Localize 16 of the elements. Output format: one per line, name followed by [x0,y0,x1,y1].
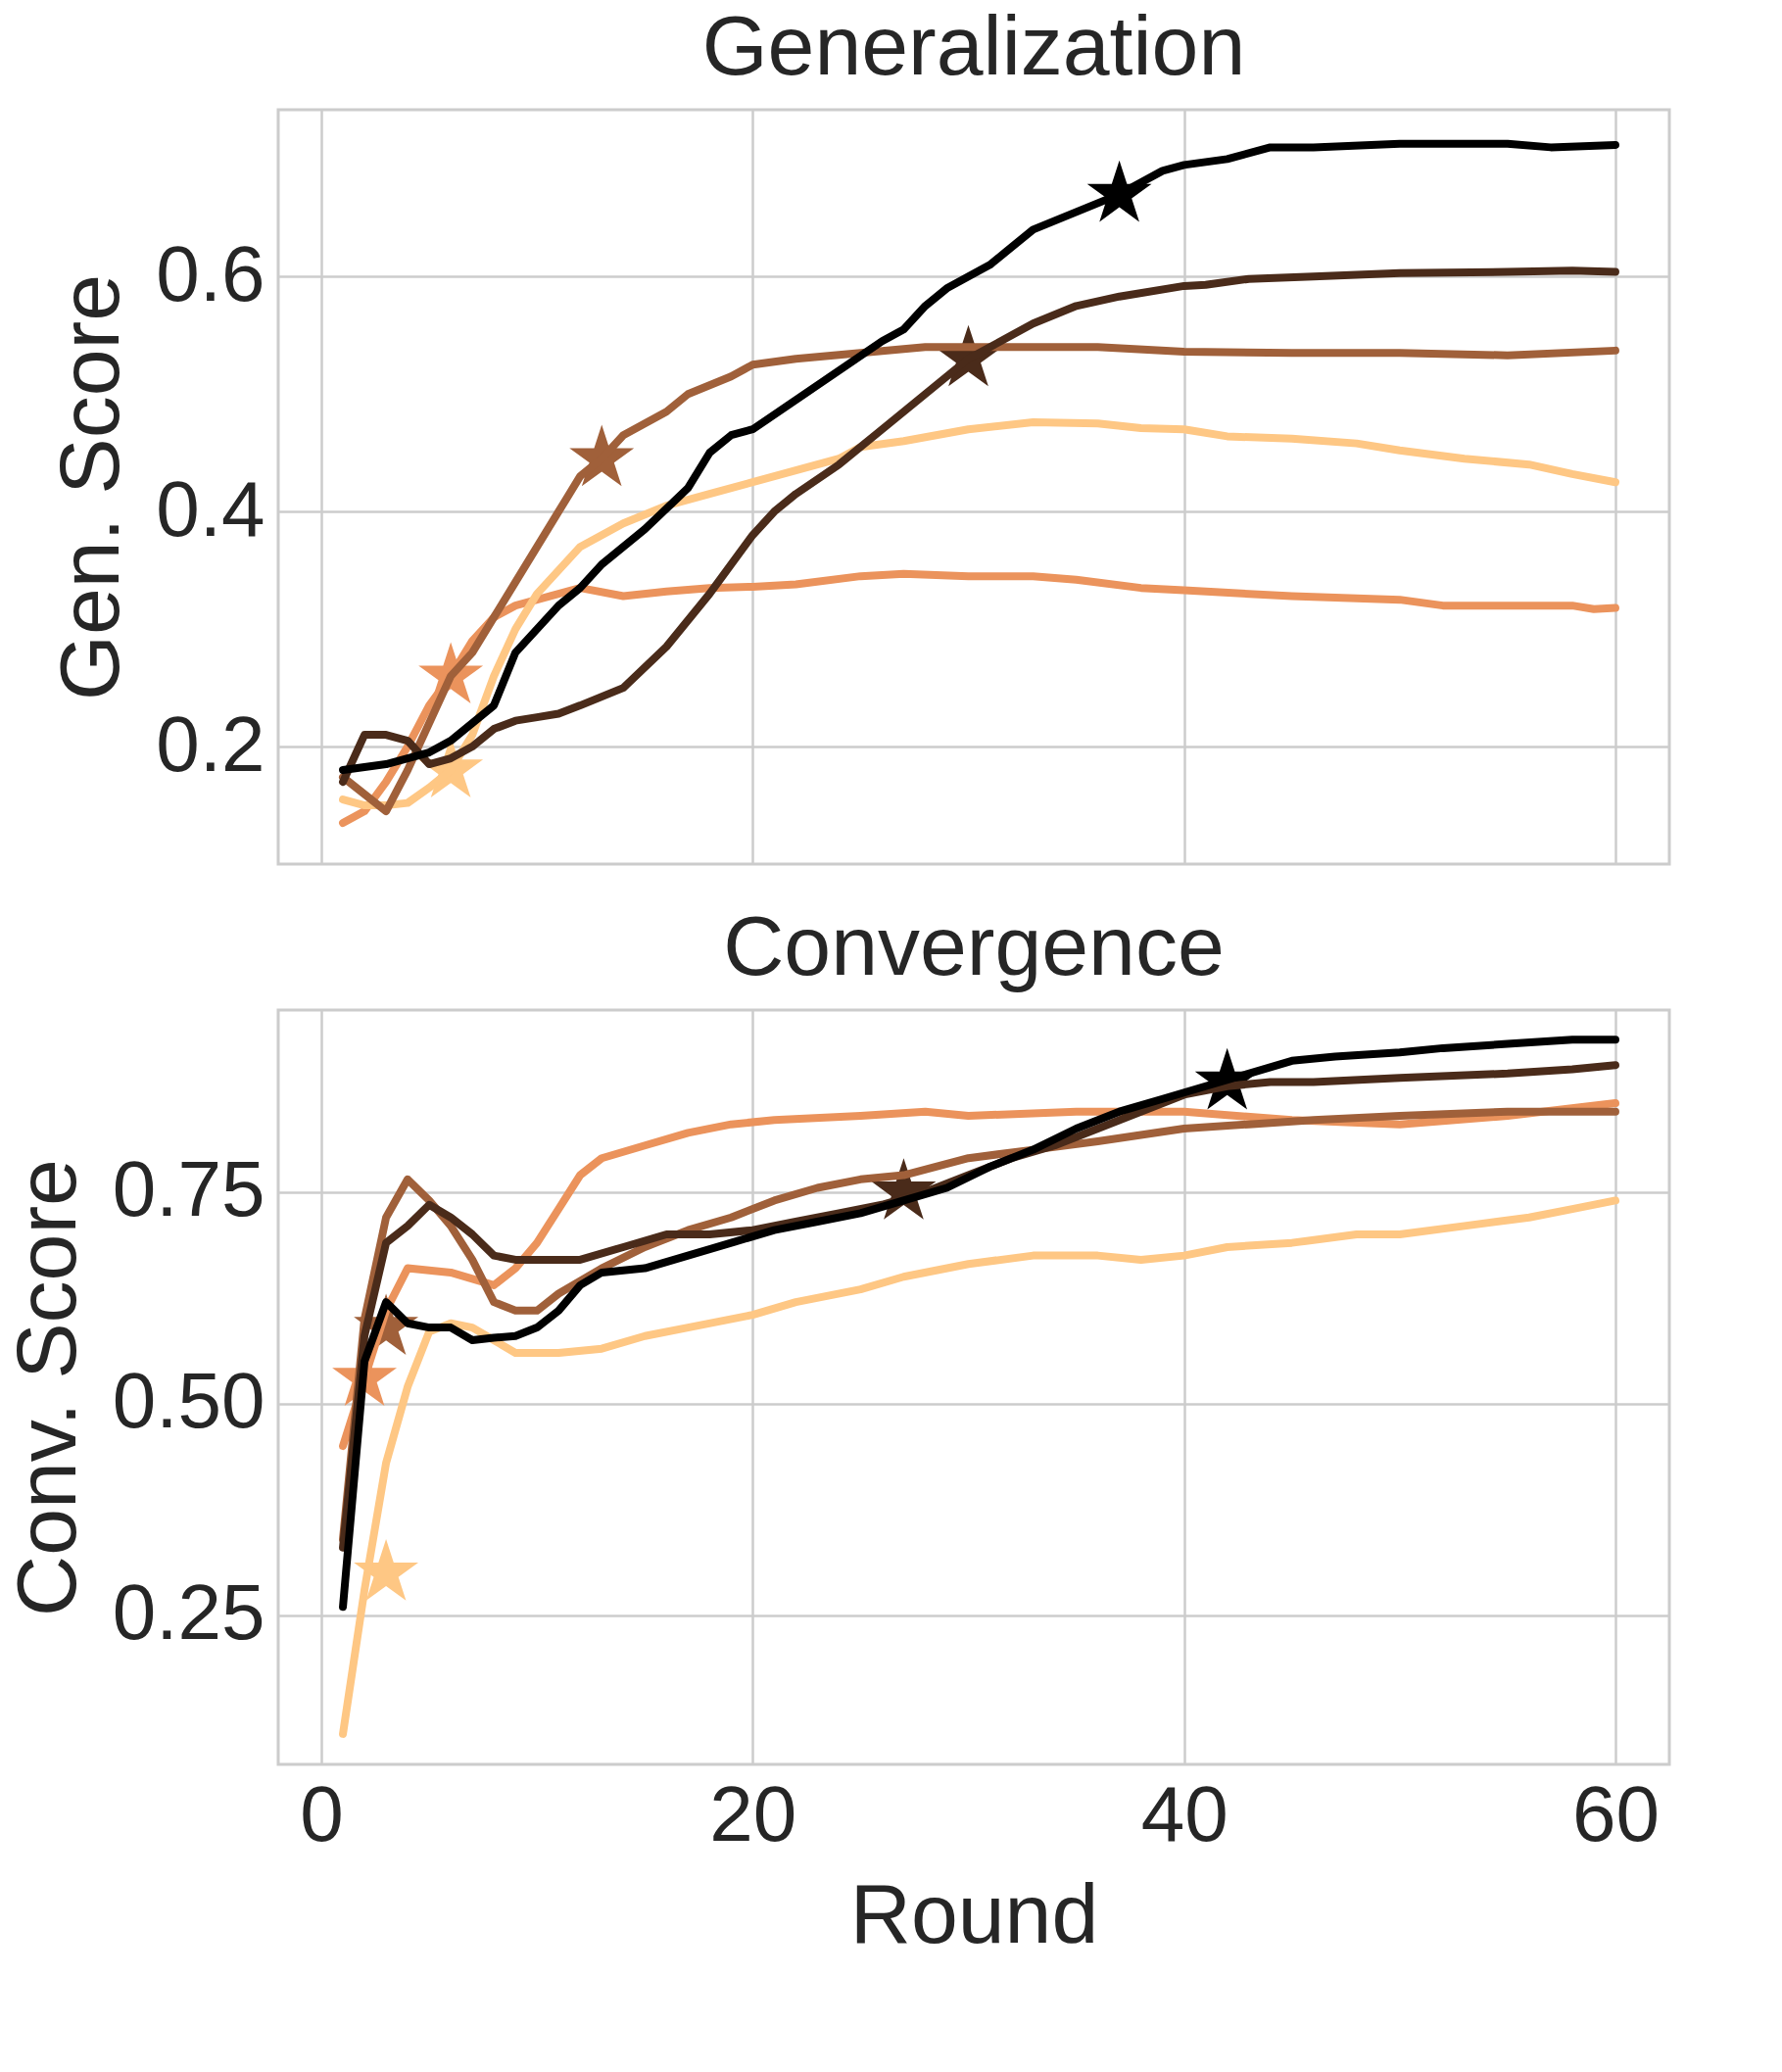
y-axis-title: Gen. Score [42,274,137,700]
x-tick-label: 0 [300,1769,344,1857]
y-tick-label: 0.4 [156,464,265,553]
chart-title: Generalization [701,0,1246,92]
chart-title: Convergence [723,898,1225,992]
point [354,1539,419,1601]
y-tick-label: 0.75 [112,1145,265,1233]
x-tick-label: 40 [1140,1769,1228,1857]
x-tick-label: 60 [1571,1769,1660,1857]
y-tick-label: 0.6 [156,229,265,317]
x-axis-title: Round [849,1865,1099,1960]
y-tick-label: 0.25 [112,1568,265,1657]
y-tick-label: 0.2 [156,699,265,788]
y-tick-label: 0.50 [112,1357,265,1445]
y-axis-title: Conv. Score [0,1159,93,1616]
x-tick-label: 20 [709,1769,797,1857]
